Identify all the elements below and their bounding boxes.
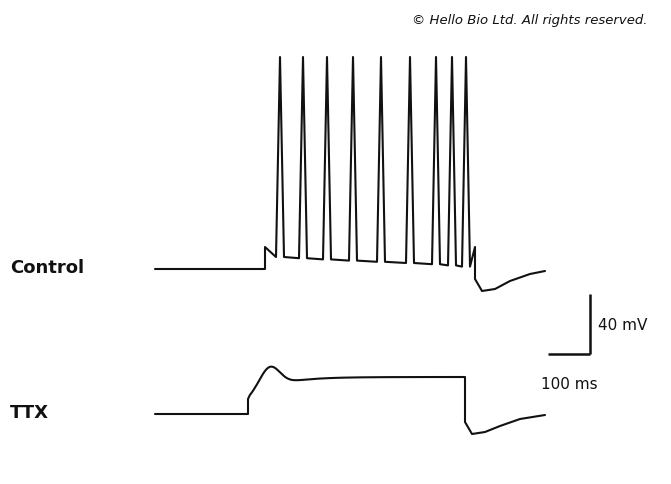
Text: 100 ms: 100 ms: [541, 376, 597, 391]
Text: 40 mV: 40 mV: [598, 317, 648, 332]
Text: © Hello Bio Ltd. All rights reserved.: © Hello Bio Ltd. All rights reserved.: [413, 14, 648, 27]
Text: TTX: TTX: [10, 403, 49, 421]
Text: Control: Control: [10, 258, 84, 276]
